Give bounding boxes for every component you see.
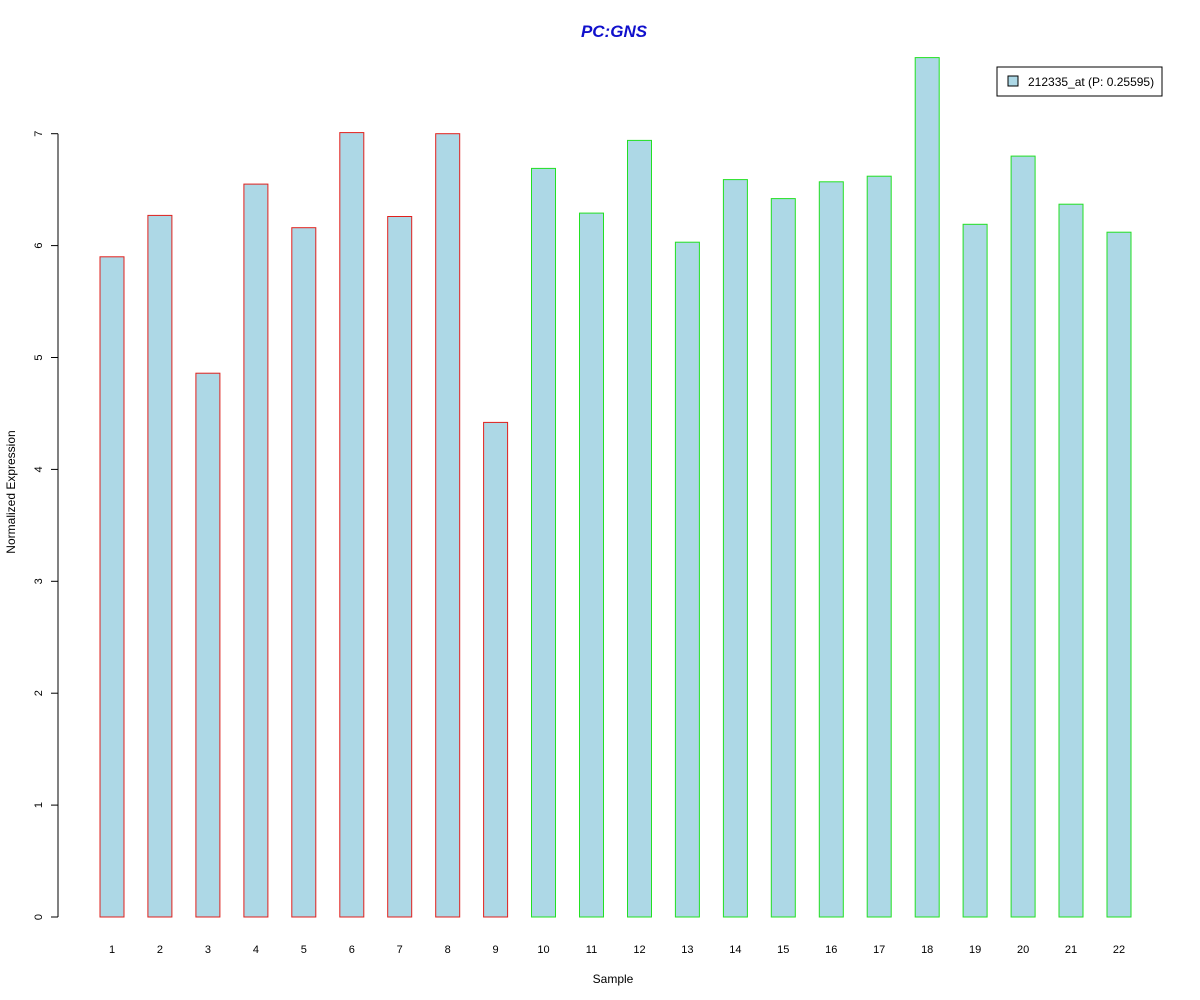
y-tick-label: 4 [33, 466, 45, 472]
bar-sample-15 [770, 198, 796, 918]
x-tick-label: 13 [681, 944, 693, 956]
bar-sample-11 [579, 212, 604, 918]
bar-sample-3 [195, 372, 221, 918]
bar-sample-14 [722, 179, 748, 918]
bar-sample-4 [243, 183, 269, 918]
x-tick-label: 7 [397, 944, 403, 956]
x-tick-label: 18 [921, 944, 933, 956]
y-axis: 0 1 2 3 4 5 6 7 [33, 131, 59, 920]
legend-box [996, 66, 1163, 97]
x-tick-label: 12 [633, 944, 645, 956]
y-tick-label: 2 [33, 690, 45, 696]
bar-sample-16 [818, 181, 844, 918]
bar-sample-8 [435, 133, 461, 918]
legend-swatch [1007, 75, 1019, 87]
bar-sample-13 [674, 241, 700, 918]
bar-sample-21 [1058, 203, 1084, 918]
x-tick-label: 3 [205, 944, 211, 956]
bar-sample-2 [147, 214, 173, 918]
x-tick-label: 5 [301, 944, 307, 956]
bar-sample-9 [483, 421, 509, 918]
y-tick-label: 7 [33, 131, 45, 137]
x-tick-label: 17 [873, 944, 885, 956]
y-tick-label: 1 [33, 802, 45, 808]
y-tick-label: 6 [33, 243, 45, 249]
y-tick-label: 3 [33, 578, 45, 584]
x-tick-label: 16 [825, 944, 837, 956]
legend: 212335_at (P: 0.25595) [996, 66, 1163, 97]
y-tick-label: 0 [33, 914, 45, 920]
y-axis-label: Normalized Expression [4, 430, 18, 553]
bar-sample-19 [962, 223, 988, 918]
y-tick-label: 5 [33, 354, 45, 360]
x-axis-tick-labels: 1 2 3 4 5 6 7 8 9 10 11 12 13 14 15 16 17 18 19 20 21 22 [109, 944, 1125, 956]
bar-sample-1 [99, 256, 125, 918]
x-tick-label: 21 [1065, 944, 1077, 956]
x-tick-label: 4 [253, 944, 259, 956]
bar-sample-22 [1106, 231, 1132, 918]
x-tick-label: 22 [1113, 944, 1125, 956]
x-tick-label: 15 [777, 944, 789, 956]
chart-title: PC:GNS [581, 22, 648, 41]
bars [99, 57, 1132, 918]
legend-label: 212335_at (P: 0.25595) [1028, 75, 1154, 89]
x-tick-label: 11 [586, 944, 597, 956]
x-tick-label: 9 [493, 944, 499, 956]
bar-sample-5 [291, 227, 317, 918]
x-tick-label: 14 [729, 944, 741, 956]
x-tick-label: 19 [969, 944, 981, 956]
bar-sample-18 [914, 57, 940, 918]
x-axis-label: Sample [593, 972, 634, 986]
x-tick-label: 10 [537, 944, 549, 956]
bar-sample-12 [627, 139, 652, 918]
x-tick-label: 6 [349, 944, 355, 956]
bar-sample-6 [339, 132, 365, 918]
bar-sample-10 [531, 167, 556, 918]
bar-sample-7 [387, 216, 413, 918]
x-tick-label: 2 [157, 944, 163, 956]
bar-sample-20 [1010, 155, 1036, 918]
x-tick-label: 8 [445, 944, 451, 956]
bar-sample-17 [866, 175, 892, 918]
x-tick-label: 1 [109, 944, 115, 956]
x-tick-label: 20 [1017, 944, 1029, 956]
